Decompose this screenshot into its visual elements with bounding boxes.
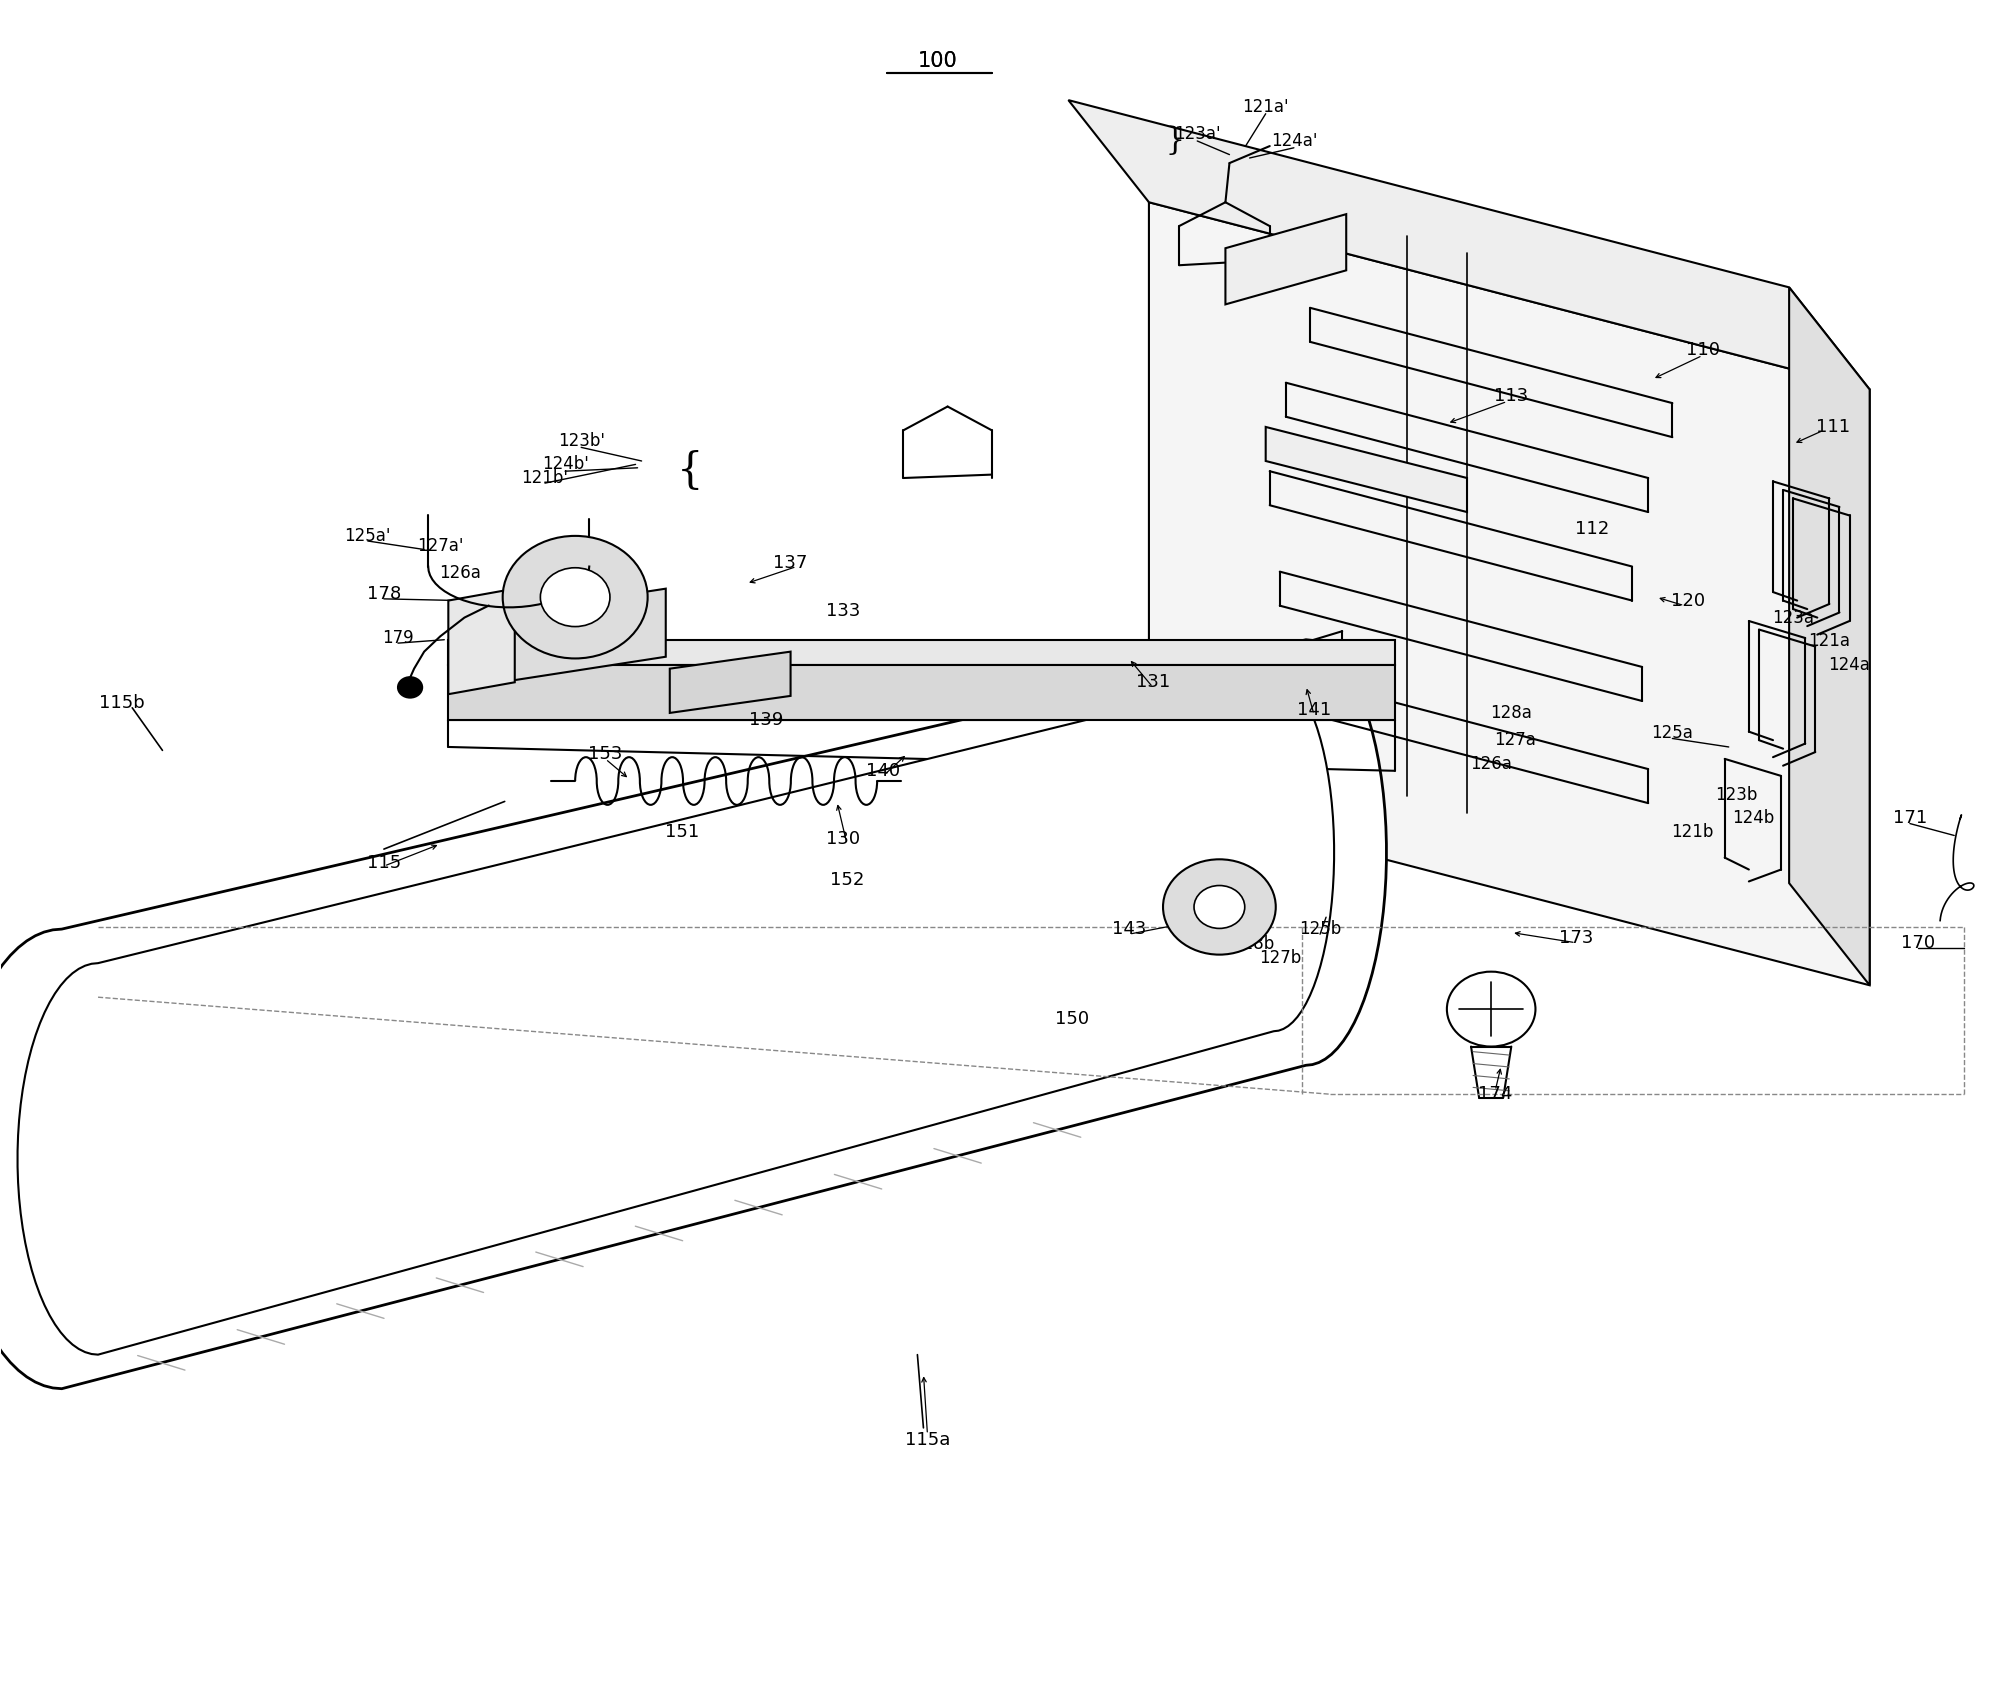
Text: 125a': 125a' (345, 527, 391, 546)
Text: 121a': 121a' (1242, 97, 1288, 116)
Text: 123a: 123a (1772, 609, 1814, 627)
Text: 128a: 128a (1490, 704, 1532, 721)
Text: 153: 153 (589, 745, 623, 762)
Text: 115b: 115b (99, 694, 145, 711)
Text: 121a: 121a (1808, 633, 1851, 650)
Text: 123b: 123b (1716, 786, 1758, 803)
Polygon shape (500, 588, 665, 682)
Text: 170: 170 (1901, 934, 1935, 951)
Text: 136: 136 (452, 622, 484, 639)
Text: 115: 115 (367, 854, 401, 871)
Text: 137: 137 (774, 554, 808, 573)
Circle shape (502, 535, 647, 658)
Polygon shape (448, 588, 514, 694)
Polygon shape (0, 639, 1387, 1388)
Text: 143: 143 (1111, 921, 1145, 938)
Polygon shape (1266, 426, 1468, 512)
Text: 111: 111 (1816, 418, 1851, 436)
Text: 123a': 123a' (1173, 124, 1220, 143)
Text: 121b: 121b (1671, 824, 1714, 841)
Circle shape (1163, 859, 1276, 955)
Text: 171: 171 (1893, 810, 1927, 827)
Text: 128b: 128b (1232, 936, 1274, 953)
Polygon shape (448, 665, 1395, 720)
Text: 131: 131 (1135, 673, 1169, 691)
Text: 124a: 124a (1829, 656, 1871, 673)
Text: 112: 112 (1574, 520, 1609, 539)
Text: 140: 140 (867, 762, 901, 779)
Text: 173: 173 (1558, 929, 1593, 946)
Circle shape (1193, 885, 1244, 929)
Text: 123b': 123b' (558, 431, 605, 450)
Text: 124b: 124b (1732, 810, 1774, 827)
Text: 113: 113 (1494, 387, 1528, 406)
Circle shape (397, 677, 421, 697)
Text: 141: 141 (1296, 701, 1331, 718)
Text: 127b: 127b (1258, 950, 1300, 967)
Text: 121b': 121b' (522, 469, 569, 488)
Text: 125a: 125a (1651, 725, 1693, 742)
Text: 135: 135 (492, 650, 524, 667)
Text: 127a': 127a' (417, 537, 464, 556)
Polygon shape (1068, 101, 1869, 389)
Text: 130: 130 (827, 830, 861, 847)
Text: 174: 174 (1478, 1084, 1512, 1103)
Circle shape (540, 568, 611, 626)
Polygon shape (1149, 203, 1869, 985)
Text: 125b: 125b (1298, 921, 1341, 938)
Text: {: { (677, 450, 704, 493)
Polygon shape (1788, 288, 1869, 985)
Text: 150: 150 (1054, 1011, 1089, 1028)
Polygon shape (669, 651, 790, 713)
Text: 124b': 124b' (542, 455, 589, 474)
Text: 115a: 115a (905, 1430, 950, 1449)
Polygon shape (448, 639, 1395, 665)
Text: 178: 178 (367, 585, 401, 604)
Text: 110: 110 (1685, 341, 1720, 360)
Text: 133: 133 (827, 602, 861, 621)
Text: 100: 100 (917, 51, 958, 72)
Text: 179: 179 (383, 629, 413, 646)
Text: 127a: 127a (1494, 731, 1536, 748)
Text: 126a: 126a (1470, 755, 1512, 772)
Polygon shape (1226, 215, 1347, 305)
Text: 151: 151 (665, 824, 700, 841)
Text: 120: 120 (1671, 592, 1706, 610)
Text: {: { (1159, 123, 1179, 153)
Polygon shape (18, 673, 1335, 1355)
Text: 124a': 124a' (1270, 131, 1316, 150)
Text: 100: 100 (917, 51, 958, 72)
Text: 139: 139 (750, 711, 784, 728)
Text: 126a: 126a (439, 564, 482, 583)
Text: 152: 152 (831, 871, 865, 888)
